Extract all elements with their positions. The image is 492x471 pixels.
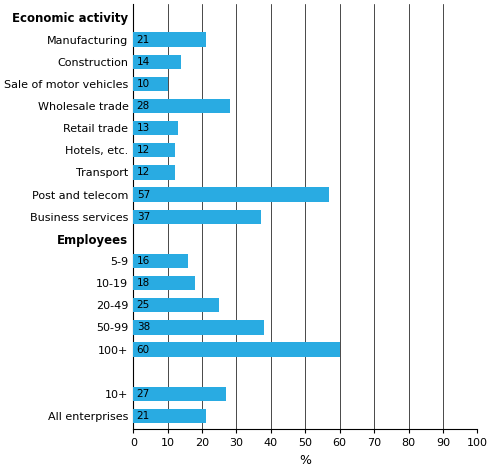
Bar	[133, 298, 219, 312]
Text: 57: 57	[137, 189, 150, 200]
Bar	[133, 320, 264, 334]
Text: 10: 10	[137, 79, 150, 89]
Bar	[133, 210, 261, 224]
Bar	[133, 409, 206, 423]
Bar	[133, 276, 195, 290]
Text: 25: 25	[137, 300, 150, 310]
Bar	[133, 143, 175, 157]
Text: 14: 14	[137, 57, 150, 67]
Bar	[133, 342, 339, 357]
Bar	[133, 77, 168, 91]
Bar	[133, 99, 230, 113]
Text: 37: 37	[137, 211, 150, 222]
Bar	[133, 387, 226, 401]
Text: 60: 60	[137, 345, 150, 355]
Bar	[133, 121, 178, 135]
X-axis label: %: %	[299, 454, 311, 467]
Bar	[133, 32, 206, 47]
Text: 12: 12	[137, 145, 150, 155]
Text: 13: 13	[137, 123, 150, 133]
Bar	[133, 165, 175, 179]
Bar	[133, 254, 188, 268]
Text: 18: 18	[137, 278, 150, 288]
Text: 12: 12	[137, 167, 150, 178]
Text: 21: 21	[137, 411, 150, 421]
Bar	[133, 187, 329, 202]
Text: 16: 16	[137, 256, 150, 266]
Text: 38: 38	[137, 323, 150, 333]
Bar	[133, 55, 182, 69]
Text: 21: 21	[137, 34, 150, 45]
Text: 28: 28	[137, 101, 150, 111]
Text: 27: 27	[137, 389, 150, 399]
